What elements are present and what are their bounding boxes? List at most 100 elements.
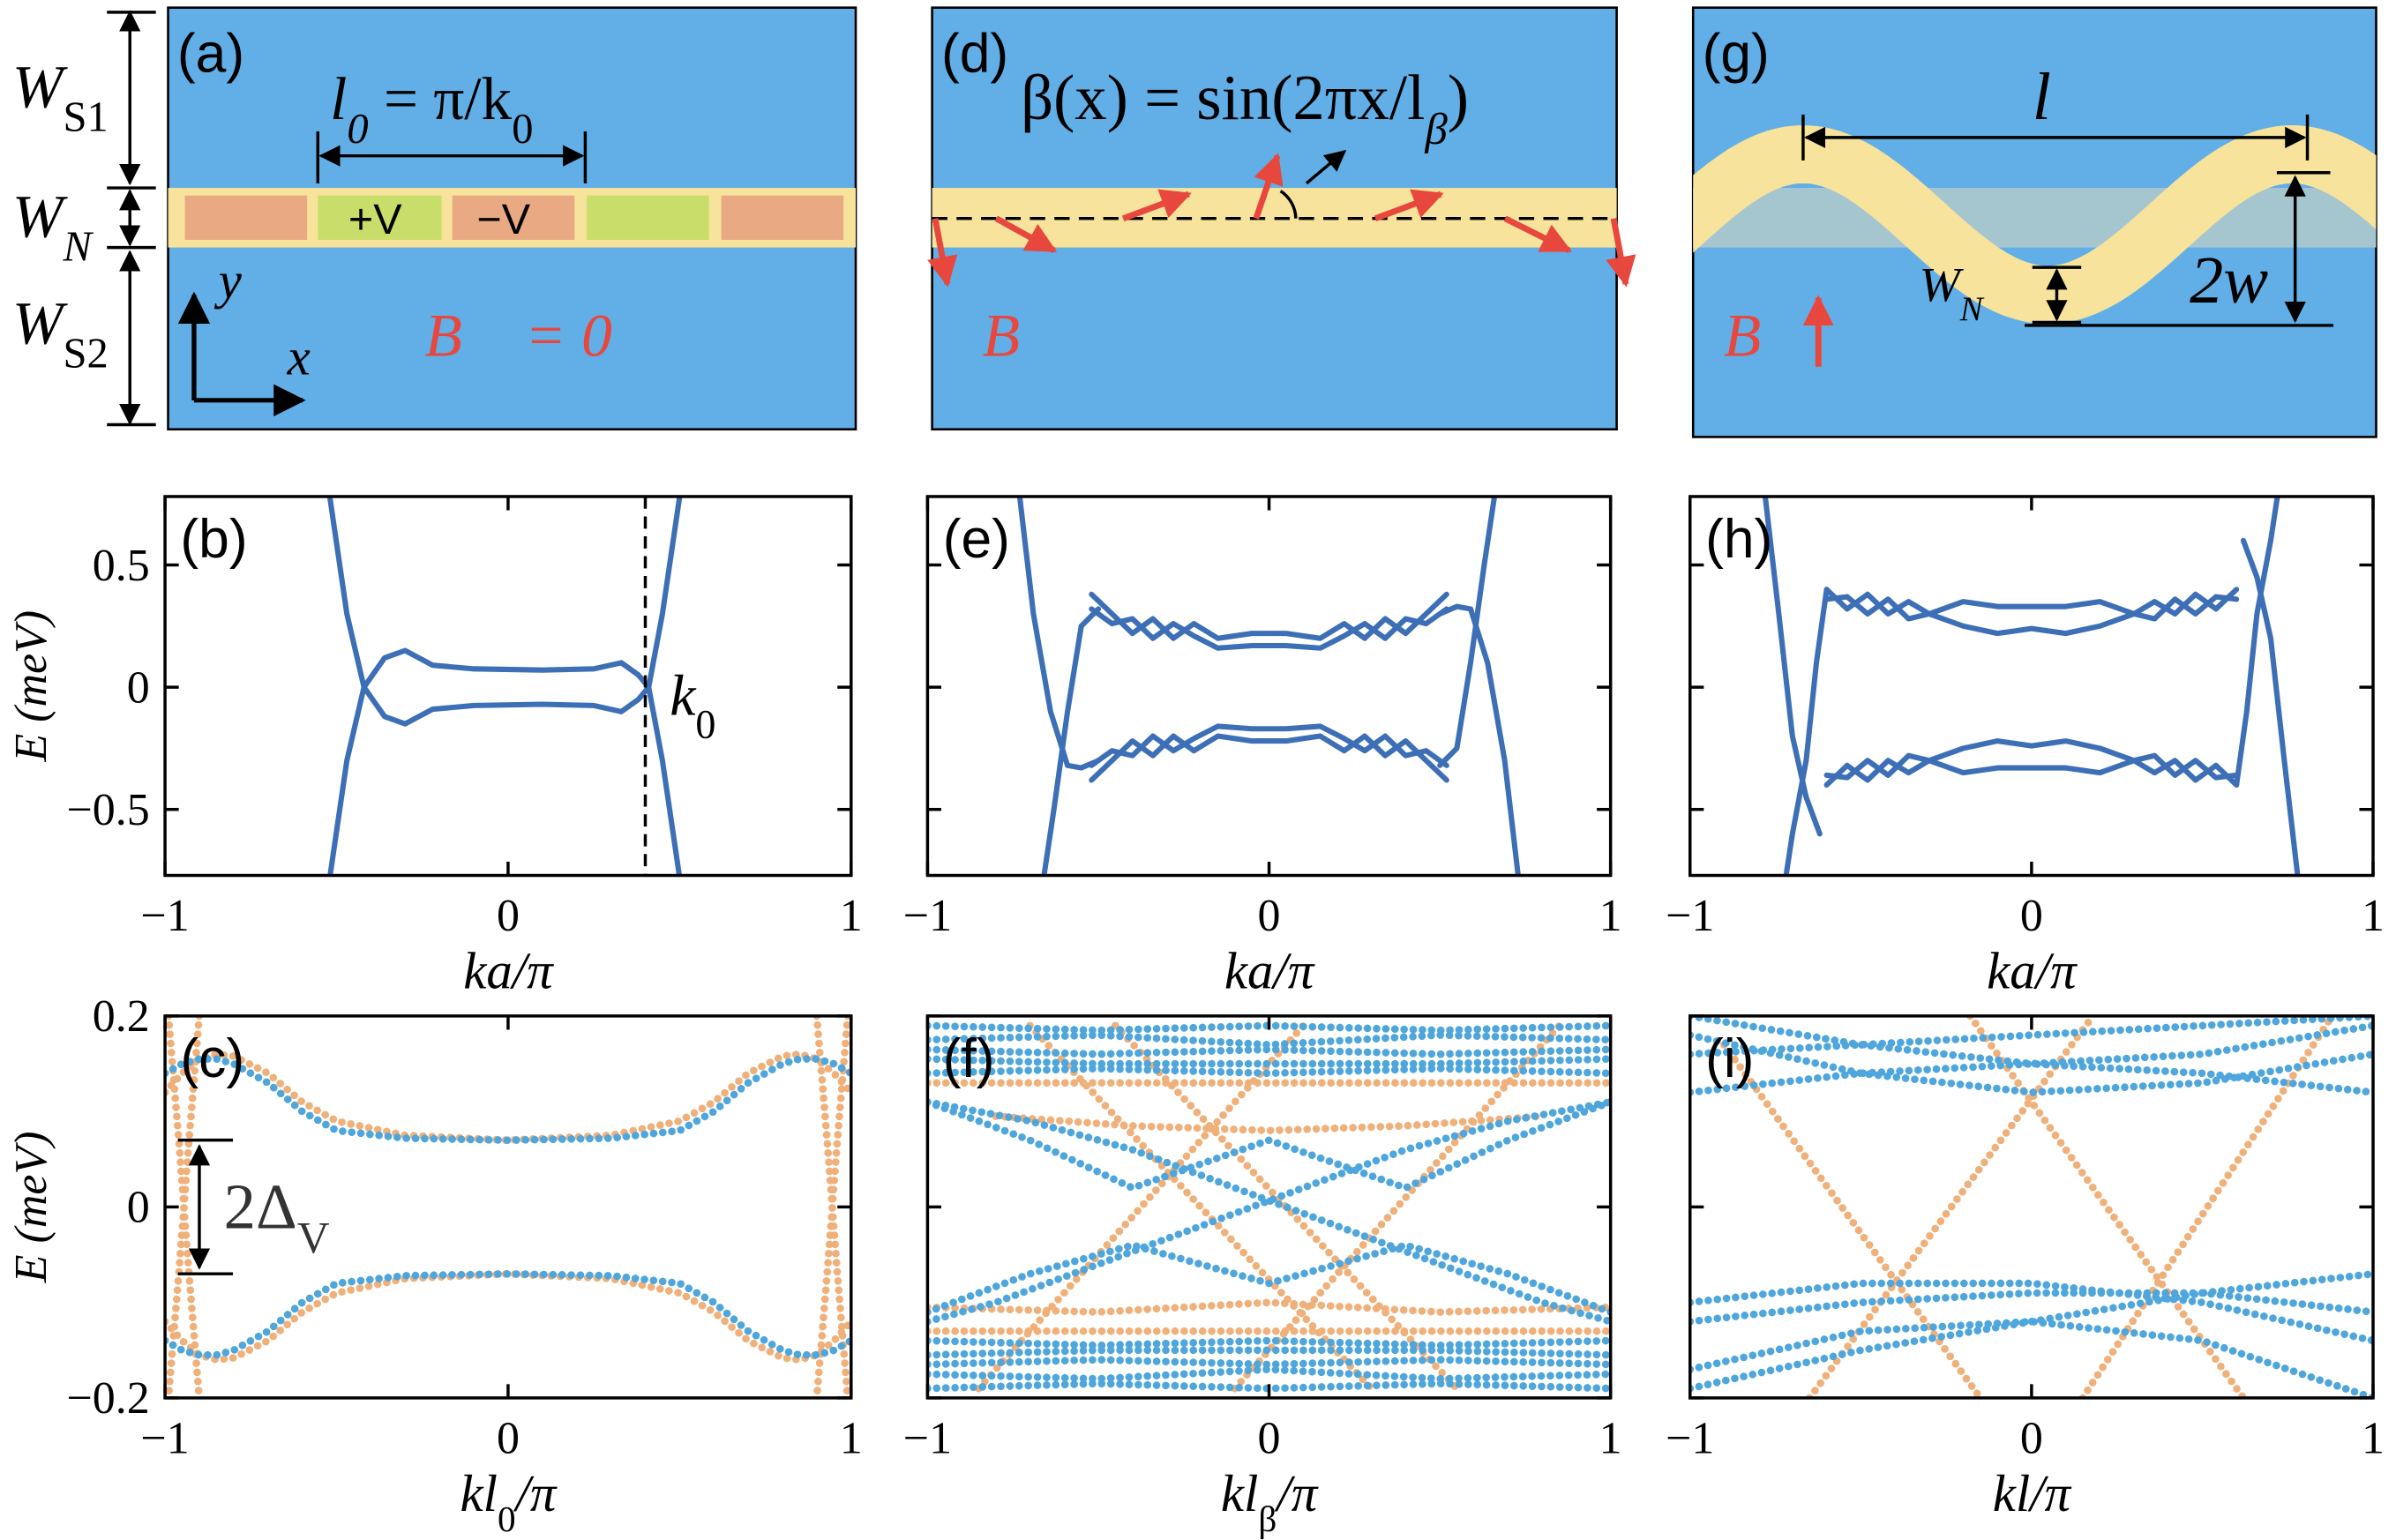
band-line [1823, 594, 2240, 637]
y-tick-label: 0 [127, 1183, 150, 1233]
frame [925, 495, 1613, 878]
direction-arrow [1305, 149, 1347, 185]
dotted-band [927, 1241, 1611, 1316]
x-axis-label: kl0/π [460, 1465, 557, 1539]
x-tick-label: 1 [1599, 1413, 1622, 1463]
normal-strip [1693, 188, 2377, 248]
y-tick-label: −0.5 [67, 785, 150, 835]
plot-area [1689, 1015, 2374, 1398]
frame [163, 495, 853, 878]
field-label: B⃗ = 0 [425, 302, 612, 370]
field-label: B⃗ [1724, 302, 1808, 370]
dotted-band [927, 1065, 1611, 1078]
band-line [326, 496, 683, 727]
angle-arc [1279, 190, 1298, 219]
x-tick-label: −1 [140, 1413, 189, 1463]
dotted-band [1689, 1015, 2374, 1058]
x-tick-label: −1 [1666, 1413, 1714, 1463]
band-line [1762, 496, 1823, 837]
x-tick-label: 1 [840, 891, 863, 941]
dotted-band [165, 1269, 851, 1359]
field-label: B⃗ [983, 302, 1067, 370]
panel-g: (g) l 2w WN B⃗ [1691, 6, 2377, 438]
spin-arrows [927, 153, 1636, 288]
dotted-band [1805, 1015, 2097, 1398]
plot-area [326, 496, 683, 876]
plot-area [927, 1021, 1611, 1393]
text-part: β [1258, 1499, 1277, 1539]
y-tick-label: 0 [127, 662, 150, 713]
gap-label: 2ΔV [224, 1171, 330, 1264]
x-tick-label: 1 [1599, 891, 1622, 941]
dotted-band [927, 1031, 1611, 1049]
dotted-band [927, 1098, 1611, 1326]
dotted-band [927, 1346, 1611, 1359]
x-tick-label: 0 [2020, 891, 2043, 941]
x-tick-label: 0 [497, 1413, 520, 1463]
dotted-band [992, 1112, 1546, 1135]
dimension-ticks [1801, 114, 2310, 161]
x-tick-label: 0 [2020, 1413, 2043, 1463]
x-tick-label: 1 [2362, 1413, 2385, 1463]
x-tick-label: −1 [903, 891, 952, 941]
text-part: /π [1274, 1465, 1318, 1522]
x-tick-label: −1 [140, 891, 189, 941]
text-part: kl [460, 1465, 498, 1522]
y-tick-label: 0.5 [93, 541, 150, 591]
plot-area [165, 1015, 851, 1398]
dotted-band [927, 1098, 1611, 1326]
potential-label: −V [476, 196, 530, 243]
band-line [1016, 496, 1102, 771]
x-tick-label: 0 [497, 891, 520, 941]
x-axis-label: klβ/π [1221, 1465, 1319, 1539]
y-axis-label: E (meV) [6, 1132, 56, 1284]
band-line [1089, 606, 1449, 651]
panel-label: (d) [941, 23, 1008, 84]
text-part: ka/π [1224, 943, 1315, 1000]
text-part: 0 [695, 701, 715, 746]
x-tick-label: −1 [1666, 891, 1714, 941]
dotted-band [927, 1336, 1611, 1349]
x-axis-label: ka/π [1987, 943, 2078, 1000]
dimension-ticks [2025, 171, 2333, 327]
dotted-band [1689, 1317, 2374, 1398]
y-tick-label: −0.2 [67, 1373, 150, 1424]
x-tick-label: 1 [840, 1413, 863, 1463]
dotted-band [1689, 1289, 2374, 1326]
width-label: WS1 [12, 52, 109, 140]
band-line [1437, 496, 1498, 768]
width-label: WN [1920, 258, 1985, 328]
panel-a: +V −V (a) WS1 WN WS2 l0 = π/k0 y x B⃗ = … [12, 6, 857, 430]
x-tick-label: −1 [903, 1413, 952, 1463]
dotted-band [165, 1055, 851, 1145]
dotted-band [1720, 1041, 1985, 1398]
period-label: l [2033, 60, 2051, 134]
width-label: WS2 [12, 289, 109, 378]
dotted-band [1689, 1279, 2374, 1345]
spin-formula: β(x) = sin(2πx/lβ) [1021, 62, 1469, 154]
dotted-band [927, 1045, 1611, 1058]
dimension-ticks [2032, 265, 2082, 325]
band-line [2240, 537, 2301, 876]
dotted-band [812, 1015, 851, 1398]
text-part: kl/π [1993, 1465, 2072, 1522]
panel-label: (i) [1705, 1028, 1754, 1089]
plots: k0−1 0 1−0.500.5 (b)ka/πE (meV)−1 0 1(e)ka/π−… [6, 495, 2385, 1539]
x-axis-label: kl/π [1993, 1465, 2072, 1522]
x-tick-label: 0 [1258, 891, 1281, 941]
band-line [1041, 606, 1102, 876]
text-part: k [670, 663, 697, 728]
text-part: ka/π [463, 943, 554, 1000]
text-part: 0 [498, 1499, 516, 1539]
dotted-band [165, 1269, 851, 1364]
dotted-band [165, 1015, 204, 1398]
y-axis-label: E (meV) [6, 610, 56, 763]
text-part: kl [1221, 1465, 1259, 1522]
dotted-band [1689, 1031, 2374, 1096]
dotted-band [927, 1298, 1611, 1316]
band-line [1783, 587, 1830, 876]
plot-area [1016, 496, 1521, 876]
dotted-band [927, 1356, 1611, 1369]
